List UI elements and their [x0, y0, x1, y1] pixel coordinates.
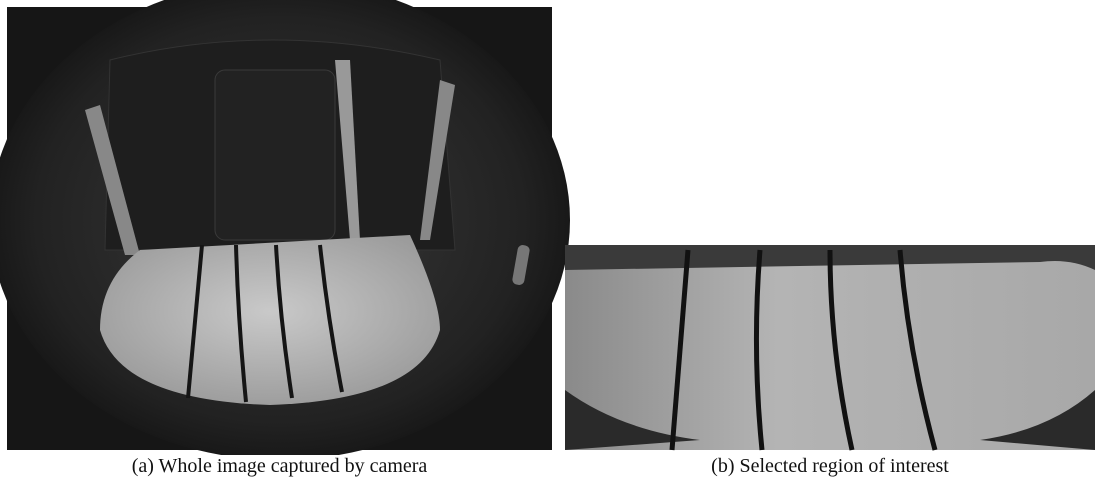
whole-image [0, 0, 570, 455]
page: (a) Whole image captured by camera (b) S… [0, 0, 1102, 488]
caption: (b) Selected region of interest [565, 455, 1095, 478]
roi-image [565, 245, 1095, 450]
figure-images [0, 0, 1102, 455]
caption: (a) Whole image captured by camera [7, 455, 552, 478]
